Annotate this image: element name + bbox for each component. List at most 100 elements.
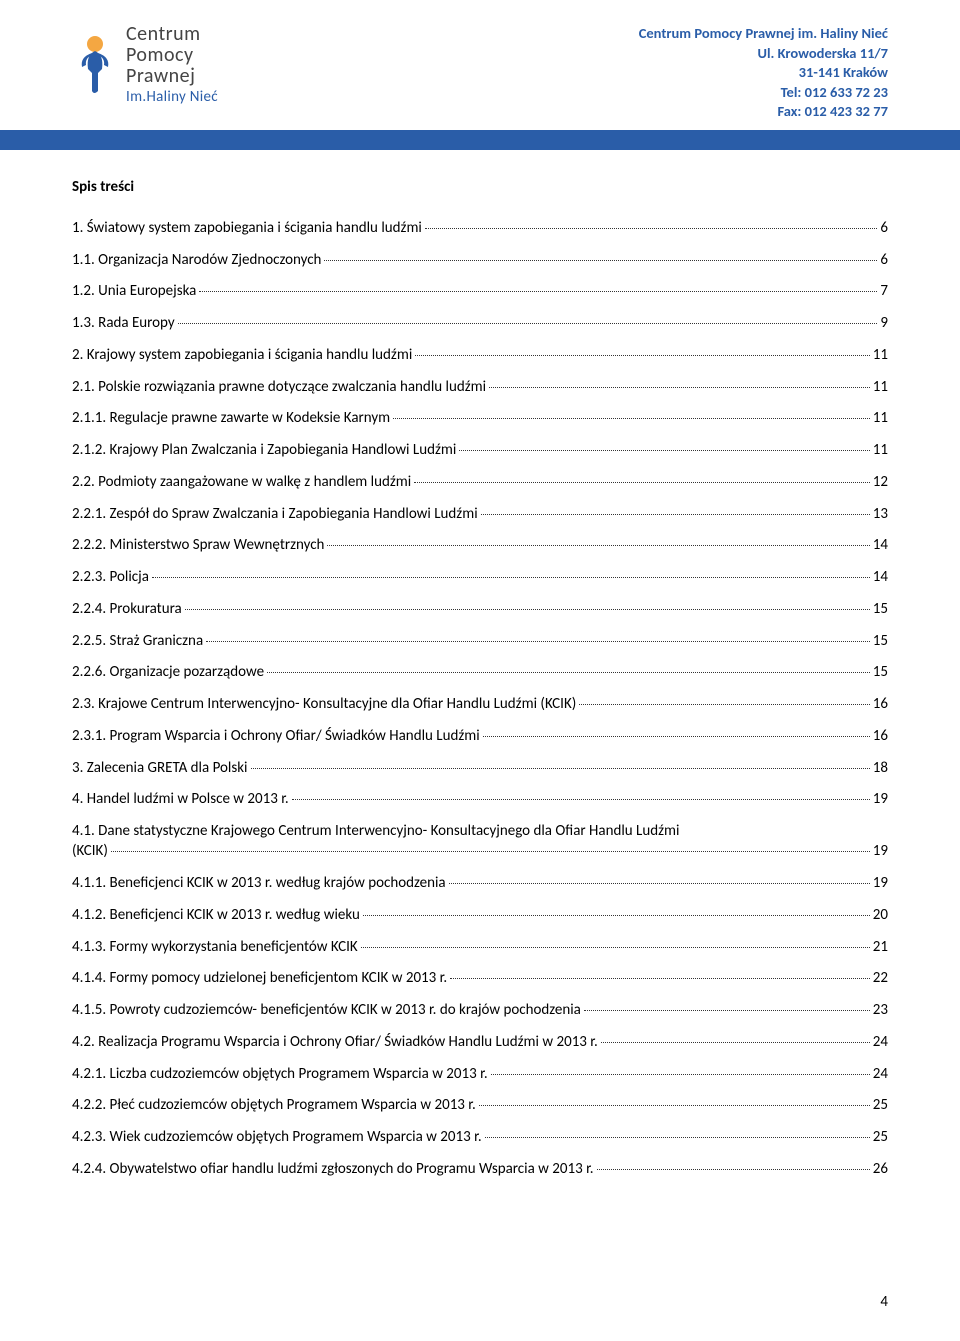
toc-dots xyxy=(597,1169,870,1170)
toc-entry-text: 4.1.2. Beneficjenci KCIK w 2013 r. wedłu… xyxy=(72,905,360,925)
toc-entry-page: 15 xyxy=(873,599,888,619)
toc-entry-text: 4.1.1. Beneficjenci KCIK w 2013 r. wedłu… xyxy=(72,873,446,893)
toc-entry[interactable]: 2.2.6. Organizacje pozarządowe15 xyxy=(72,662,888,682)
toc-entry[interactable]: 4.2.3. Wiek cudzoziemców objętych Progra… xyxy=(72,1127,888,1147)
toc-entry[interactable]: 4.1.2. Beneficjenci KCIK w 2013 r. wedłu… xyxy=(72,905,888,925)
toc-dots xyxy=(489,387,870,388)
toc-entry-page: 7 xyxy=(880,281,888,301)
toc-entry-page: 25 xyxy=(873,1095,888,1115)
toc-entry-page: 25 xyxy=(873,1127,888,1147)
org-city: 31-141 Kraków xyxy=(639,63,888,83)
toc-dots xyxy=(363,915,870,916)
toc-entry[interactable]: 4. Handel ludźmi w Polsce w 2013 r.19 xyxy=(72,789,888,809)
toc-entry-page: 21 xyxy=(873,937,888,957)
org-name: Centrum Pomocy Prawnej im. Haliny Nieć xyxy=(639,24,888,44)
toc-entry[interactable]: 4.1.4. Formy pomocy udzielonej beneficje… xyxy=(72,968,888,988)
toc-entry[interactable]: 2.1. Polskie rozwiązania prawne dotycząc… xyxy=(72,377,888,397)
toc-dots xyxy=(485,1137,870,1138)
toc-entry[interactable]: 4.1. Dane statystyczne Krajowego Centrum… xyxy=(72,821,888,862)
toc-entry-text: 1.3. Rada Europy xyxy=(72,313,175,333)
toc-entry-page: 19 xyxy=(873,873,888,893)
toc-entry-text: 4.2.3. Wiek cudzoziemców objętych Progra… xyxy=(72,1127,482,1147)
toc-entry[interactable]: 2.2.1. Zespół do Spraw Zwalczania i Zapo… xyxy=(72,504,888,524)
toc-entry-text: 2.2.3. Policja xyxy=(72,567,149,587)
toc-entry[interactable]: 1.1. Organizacja Narodów Zjednoczonych6 xyxy=(72,250,888,270)
page-header: Centrum Pomocy Prawnej Im.Haliny Nieć Ce… xyxy=(72,0,888,130)
toc-entry[interactable]: 4.1.3. Formy wykorzystania beneficjentów… xyxy=(72,937,888,957)
toc-entry-text: 2.2.2. Ministerstwo Spraw Wewnętrznych xyxy=(72,535,324,555)
toc-dots xyxy=(449,883,870,884)
toc-entry[interactable]: 2.3. Krajowe Centrum Interwencyjno- Kons… xyxy=(72,694,888,714)
toc-dots xyxy=(425,228,878,229)
toc-entry-text: 1. Światowy system zapobiegania i ścigan… xyxy=(72,218,422,238)
toc-entry-text: 2.2.5. Straż Graniczna xyxy=(72,631,203,651)
toc-entry[interactable]: 2.1.1. Regulacje prawne zawarte w Kodeks… xyxy=(72,408,888,428)
toc-entry[interactable]: 4.2.4. Obywatelstwo ofiar handlu ludźmi … xyxy=(72,1159,888,1179)
toc-entry[interactable]: 2.2.5. Straż Graniczna 15 xyxy=(72,631,888,651)
toc-dots xyxy=(483,736,870,737)
toc-dots xyxy=(450,978,870,979)
toc-entry-text: 4.2.1. Liczba cudzoziemców objętych Prog… xyxy=(72,1064,488,1084)
page-container: Centrum Pomocy Prawnej Im.Haliny Nieć Ce… xyxy=(0,0,960,1341)
toc-entry[interactable]: 2.1.2. Krajowy Plan Zwalczania i Zapobie… xyxy=(72,440,888,460)
toc-dots xyxy=(178,323,878,324)
toc-entry-page: 11 xyxy=(873,377,888,397)
toc-entry[interactable]: 2. Krajowy system zapobiegania i ścigani… xyxy=(72,345,888,365)
toc-entry-page: 26 xyxy=(873,1159,888,1179)
toc-entry[interactable]: 2.2.3. Policja14 xyxy=(72,567,888,587)
toc-entry-text: 1.1. Organizacja Narodów Zjednoczonych xyxy=(72,250,321,270)
toc-entry-text: 4.1.5. Powroty cudzoziemców- beneficjent… xyxy=(72,1000,581,1020)
org-address: Centrum Pomocy Prawnej im. Haliny Nieć U… xyxy=(639,24,888,122)
toc-dots xyxy=(601,1042,870,1043)
toc-entry-text: 3. Zalecenia GRETA dla Polski xyxy=(72,758,248,778)
toc-entry-page: 18 xyxy=(873,758,888,778)
toc-dots xyxy=(267,672,870,673)
toc-entry[interactable]: 1.2. Unia Europejska7 xyxy=(72,281,888,301)
logo-line3: Prawnej xyxy=(126,66,218,87)
toc-title: Spis treści xyxy=(72,178,888,196)
toc-dots xyxy=(415,355,870,356)
toc-entry-text: 2.2.4. Prokuratura xyxy=(72,599,182,619)
toc-entry-page: 24 xyxy=(873,1032,888,1052)
toc-entry[interactable]: 1.3. Rada Europy 9 xyxy=(72,313,888,333)
toc-entry-text: 2.3.1. Program Wsparcia i Ochrony Ofiar/… xyxy=(72,726,480,746)
toc-dots xyxy=(479,1105,870,1106)
toc-entry[interactable]: 2.2.4. Prokuratura 15 xyxy=(72,599,888,619)
org-fax: Fax: 012 423 32 77 xyxy=(639,102,888,122)
page-number: 4 xyxy=(880,1293,888,1311)
toc-dots xyxy=(324,260,877,261)
toc-dots xyxy=(414,482,870,483)
toc-entry[interactable]: 2.2.2. Ministerstwo Spraw Wewnętrznych14 xyxy=(72,535,888,555)
toc-dots xyxy=(491,1074,870,1075)
toc-entry[interactable]: 3. Zalecenia GRETA dla Polski 18 xyxy=(72,758,888,778)
toc-entry[interactable]: 4.1.1. Beneficjenci KCIK w 2013 r. wedłu… xyxy=(72,873,888,893)
toc-entry-page: 16 xyxy=(873,694,888,714)
toc-entry-page: 20 xyxy=(873,905,888,925)
toc-entry-page: 11 xyxy=(873,345,888,365)
toc-dots xyxy=(206,641,870,642)
toc-entry-page: 24 xyxy=(873,1064,888,1084)
toc-entry[interactable]: 4.2.2. Płeć cudzoziemców objętych Progra… xyxy=(72,1095,888,1115)
toc-dots xyxy=(152,577,870,578)
toc-entry[interactable]: 4.2. Realizacja Programu Wsparcia i Ochr… xyxy=(72,1032,888,1052)
toc-entry[interactable]: 1. Światowy system zapobiegania i ścigan… xyxy=(72,218,888,238)
toc-entry-text: 4.2.4. Obywatelstwo ofiar handlu ludźmi … xyxy=(72,1159,594,1179)
toc-entry-text: 2.1. Polskie rozwiązania prawne dotycząc… xyxy=(72,377,486,397)
toc-entry-text: 2. Krajowy system zapobiegania i ścigani… xyxy=(72,345,412,365)
toc-entry-page: 9 xyxy=(880,313,888,333)
toc-entry[interactable]: 4.2.1. Liczba cudzoziemców objętych Prog… xyxy=(72,1064,888,1084)
toc-entry-page: 11 xyxy=(873,408,888,428)
toc-entry[interactable]: 2.2. Podmioty zaangażowane w walkę z han… xyxy=(72,472,888,492)
toc-entry-page: 23 xyxy=(873,1000,888,1020)
toc-entry-text: 4.1.3. Formy wykorzystania beneficjentów… xyxy=(72,937,358,957)
toc-entry-text: 2.3. Krajowe Centrum Interwencyjno- Kons… xyxy=(72,694,576,714)
toc-entry-page: 19 xyxy=(873,841,888,861)
toc-entry[interactable]: 4.1.5. Powroty cudzoziemców- beneficjent… xyxy=(72,1000,888,1020)
toc-entry-page: 15 xyxy=(873,631,888,651)
toc-entry[interactable]: 2.3.1. Program Wsparcia i Ochrony Ofiar/… xyxy=(72,726,888,746)
logo-subtext: Im.Haliny Nieć xyxy=(126,88,218,106)
toc-dots xyxy=(292,799,870,800)
logo-text-block: Centrum Pomocy Prawnej Im.Haliny Nieć xyxy=(126,24,218,106)
header-divider-bar xyxy=(0,130,960,150)
toc-dots xyxy=(481,514,870,515)
